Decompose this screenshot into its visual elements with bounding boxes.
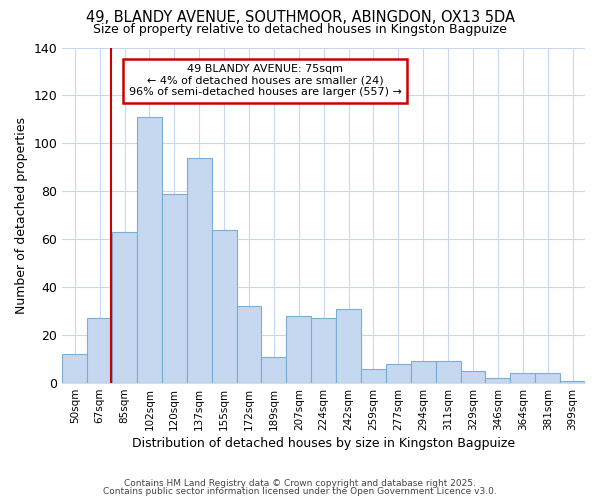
Bar xyxy=(212,230,236,383)
Bar xyxy=(485,378,511,383)
Bar xyxy=(386,364,411,383)
Y-axis label: Number of detached properties: Number of detached properties xyxy=(15,117,28,314)
Bar xyxy=(461,371,485,383)
Text: Contains public sector information licensed under the Open Government Licence v3: Contains public sector information licen… xyxy=(103,487,497,496)
Text: 49 BLANDY AVENUE: 75sqm
← 4% of detached houses are smaller (24)
96% of semi-det: 49 BLANDY AVENUE: 75sqm ← 4% of detached… xyxy=(128,64,401,98)
Bar xyxy=(187,158,212,383)
Bar xyxy=(112,232,137,383)
Bar xyxy=(535,374,560,383)
Bar xyxy=(511,374,535,383)
Bar xyxy=(87,318,112,383)
Bar xyxy=(162,194,187,383)
Bar xyxy=(286,316,311,383)
Bar xyxy=(311,318,336,383)
X-axis label: Distribution of detached houses by size in Kingston Bagpuize: Distribution of detached houses by size … xyxy=(132,437,515,450)
Bar xyxy=(62,354,87,383)
Bar xyxy=(361,368,386,383)
Text: Contains HM Land Registry data © Crown copyright and database right 2025.: Contains HM Land Registry data © Crown c… xyxy=(124,478,476,488)
Bar xyxy=(411,362,436,383)
Bar xyxy=(436,362,461,383)
Bar xyxy=(336,309,361,383)
Text: Size of property relative to detached houses in Kingston Bagpuize: Size of property relative to detached ho… xyxy=(93,22,507,36)
Bar xyxy=(137,117,162,383)
Bar xyxy=(262,356,286,383)
Bar xyxy=(560,380,585,383)
Bar xyxy=(236,306,262,383)
Text: 49, BLANDY AVENUE, SOUTHMOOR, ABINGDON, OX13 5DA: 49, BLANDY AVENUE, SOUTHMOOR, ABINGDON, … xyxy=(86,10,515,25)
